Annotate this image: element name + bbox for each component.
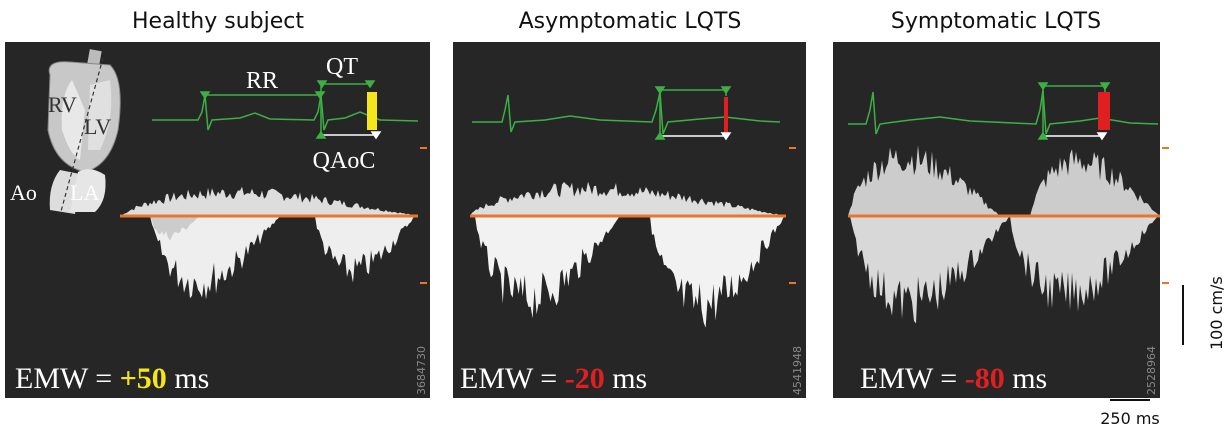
- doppler-envelope: [470, 181, 786, 216]
- doppler-envelope: [150, 216, 200, 241]
- doppler-envelope: [650, 216, 785, 328]
- emw-unit: ms: [174, 362, 209, 395]
- interval-label: QT: [326, 54, 358, 80]
- doppler-envelope: [315, 216, 415, 283]
- doppler-envelope: [1010, 216, 1158, 312]
- doppler-envelope: [150, 216, 280, 300]
- scale-label: 100 cm/s: [1207, 276, 1226, 350]
- heart-label: Ao: [10, 180, 37, 205]
- doppler-signal: [122, 145, 1160, 328]
- emw-text: EMW = +50 ms: [15, 362, 209, 395]
- heart-label: RV: [48, 92, 77, 117]
- aortic-closure-marker: [1098, 92, 1110, 130]
- doppler-envelope: [475, 216, 620, 319]
- axis-tick: [420, 147, 1169, 284]
- image-id: 4541948: [791, 346, 804, 395]
- heart-label: LV: [84, 114, 111, 139]
- emw-text: EMW = -80 ms: [860, 362, 1047, 395]
- emw-label: EMW =: [15, 362, 112, 395]
- heart-label: LA: [70, 180, 99, 205]
- interval-label: QAoC: [313, 148, 376, 174]
- doppler-envelope: [848, 145, 1000, 216]
- emw-unit: ms: [612, 362, 647, 395]
- image-id: 3684730: [415, 346, 428, 395]
- emw-value: -80: [965, 362, 1005, 395]
- doppler-envelope: [122, 186, 418, 216]
- panel-title: Asymptomatic LQTS: [519, 9, 742, 34]
- aortic-closure-marker: [367, 92, 377, 130]
- emw-unit: ms: [1012, 362, 1047, 395]
- baseline-label: 0: [1172, 204, 1183, 229]
- emw-value: -20: [565, 362, 605, 395]
- aortic-closure-marker: [724, 97, 728, 135]
- interval-bracket: [199, 80, 1111, 141]
- emw-label: EMW =: [860, 362, 957, 395]
- emw-value: +50: [120, 362, 167, 395]
- interval-label: RR: [246, 68, 278, 94]
- scale-label: 250 ms: [1100, 409, 1160, 428]
- doppler-envelope: [1030, 149, 1160, 216]
- emw-text: EMW = -20 ms: [460, 362, 647, 395]
- panel-title: Healthy subject: [132, 9, 304, 34]
- heart-diagram: RV LV Ao LA: [10, 49, 121, 216]
- doppler-envelope: [850, 216, 1010, 324]
- image-id: 2528964: [1145, 346, 1158, 395]
- panel-title: Symptomatic LQTS: [891, 9, 1101, 34]
- emw-label: EMW =: [460, 362, 557, 395]
